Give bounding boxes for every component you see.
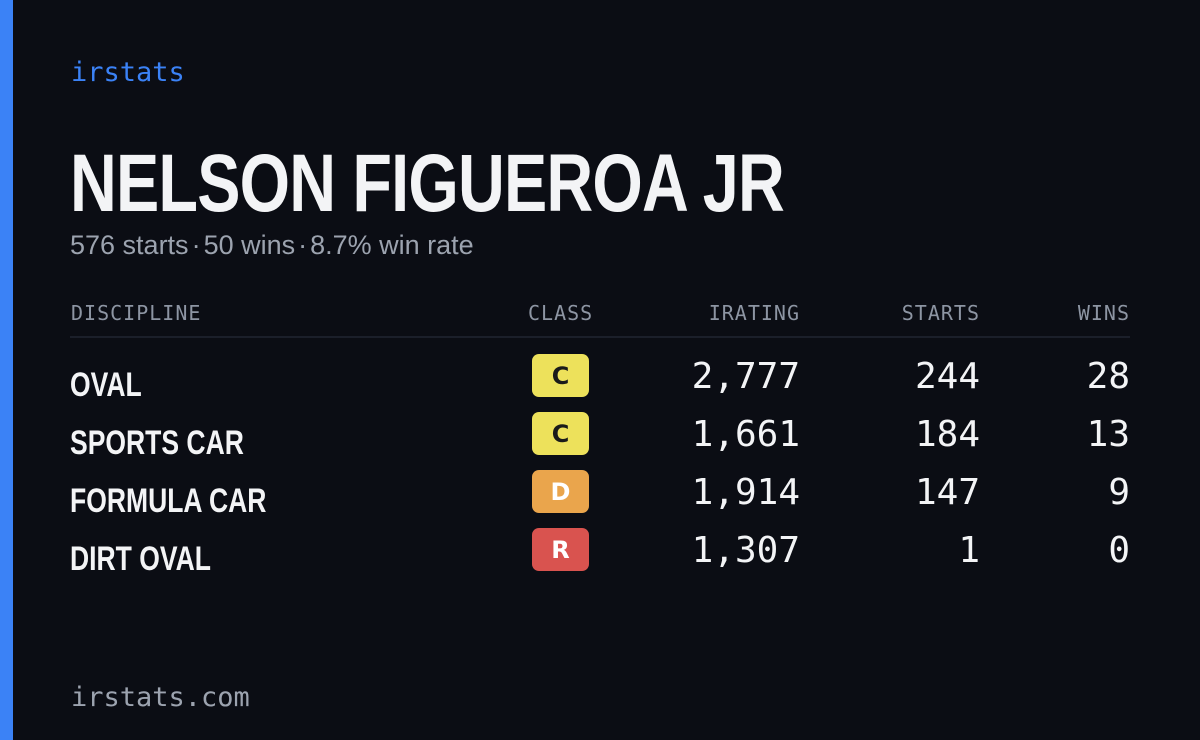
starts-value: 147 [914, 472, 980, 513]
table-row: OVAL C 2,777 244 28 [0, 354, 1200, 412]
summary-separator: · [191, 230, 201, 260]
irating-value: 1,661 [691, 414, 800, 455]
starts-value: 244 [914, 356, 980, 397]
table-row: FORMULA CAR D 1,914 147 9 [0, 470, 1200, 528]
wins-value: 13 [1086, 414, 1130, 455]
summary-wins: 50 wins [203, 230, 296, 260]
irating-value: 2,777 [691, 356, 800, 397]
irating-value: 1,307 [691, 530, 800, 571]
footer-url[interactable]: irstats.com [71, 682, 250, 713]
column-header-class: CLASS [528, 301, 594, 325]
column-header-starts: STARTS [901, 301, 980, 325]
discipline-name: SPORTS CAR [70, 424, 244, 462]
column-header-discipline: DISCIPLINE [71, 301, 202, 325]
class-badge: C [532, 412, 589, 455]
brand-logo[interactable]: irstats [71, 57, 185, 88]
accent-bar [0, 0, 13, 740]
class-badge: C [532, 354, 589, 397]
discipline-name: OVAL [70, 366, 142, 404]
class-badge: R [532, 528, 589, 571]
wins-value: 9 [1108, 472, 1130, 513]
irating-value: 1,914 [691, 472, 800, 513]
wins-value: 0 [1108, 530, 1130, 571]
summary-separator: · [298, 230, 308, 260]
table-row: DIRT OVAL R 1,307 1 0 [0, 528, 1200, 586]
driver-name: NELSON FIGUEROA JR [70, 138, 785, 229]
column-header-irating: IRATING [708, 301, 800, 325]
discipline-name: DIRT OVAL [70, 540, 211, 578]
summary-win-rate: 8.7% win rate [310, 230, 474, 260]
column-header-wins: WINS [1077, 301, 1130, 325]
starts-value: 1 [958, 530, 980, 571]
discipline-name: FORMULA CAR [70, 482, 267, 520]
wins-value: 28 [1086, 356, 1130, 397]
summary-starts: 576 starts [70, 230, 189, 260]
driver-summary: 576 starts · 50 wins · 8.7% win rate [70, 228, 474, 262]
header-divider [70, 336, 1130, 338]
class-badge: D [532, 470, 589, 513]
table-row: SPORTS CAR C 1,661 184 13 [0, 412, 1200, 470]
starts-value: 184 [914, 414, 980, 455]
